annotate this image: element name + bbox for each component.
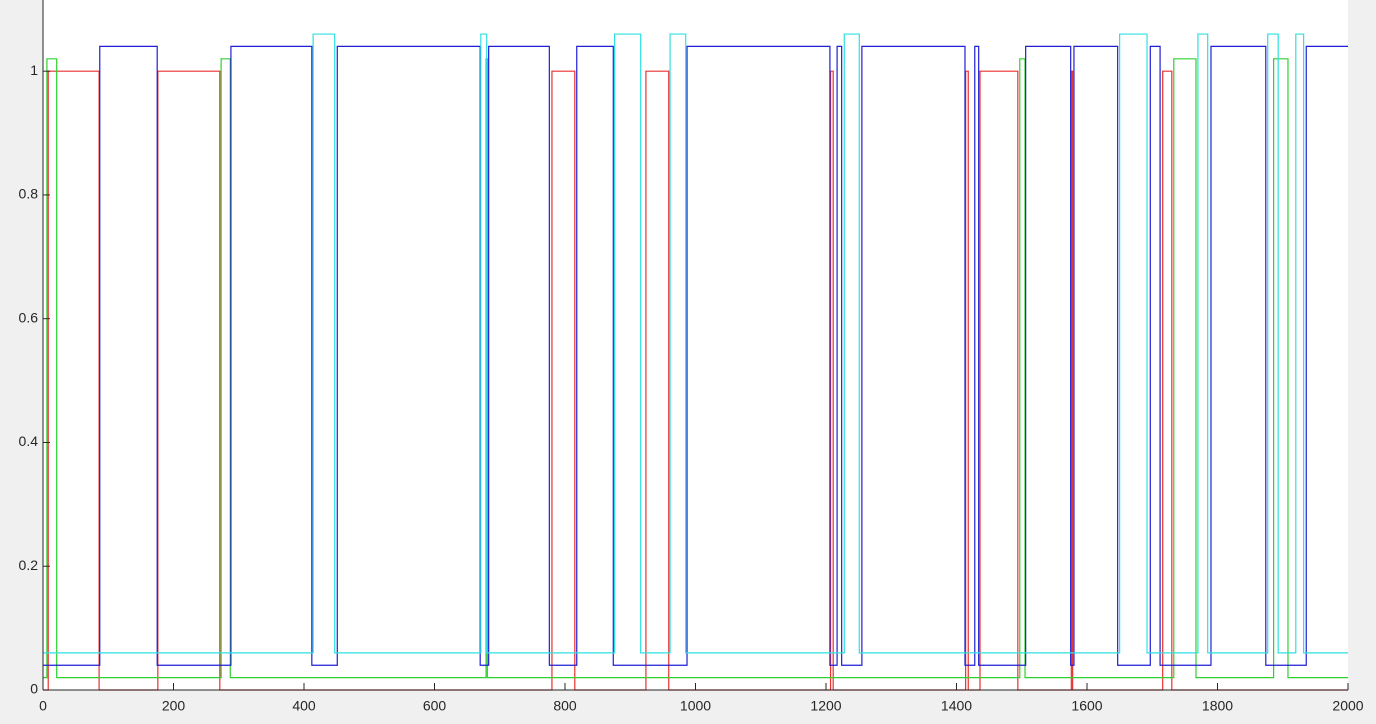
y-tick-label: 0.2 [19,557,39,573]
x-tick-label: 1400 [941,698,972,714]
data-line [43,58,1348,679]
y-tick-label: 1 [30,62,38,78]
y-tick-label: 0 [30,681,38,697]
x-tick-label: 1800 [1202,698,1233,714]
x-tick-label: 400 [292,698,316,714]
x-tick-label: 200 [162,698,186,714]
x-tick-label: 1600 [1071,698,1102,714]
x-tick-label: 1200 [810,698,841,714]
x-tick-label: 600 [423,698,447,714]
y-tick-label: 0.4 [19,433,39,449]
x-tick-label: 0 [39,698,47,714]
data-line [43,33,1348,654]
data-line [43,70,1348,691]
data-line [43,45,1348,666]
y-tick-label: 0.6 [19,309,39,325]
plot-area [43,0,1348,690]
x-tick-label: 2000 [1332,698,1363,714]
y-tick-label: 0.8 [19,186,39,202]
x-tick-label: 1000 [680,698,711,714]
x-tick-label: 800 [553,698,577,714]
